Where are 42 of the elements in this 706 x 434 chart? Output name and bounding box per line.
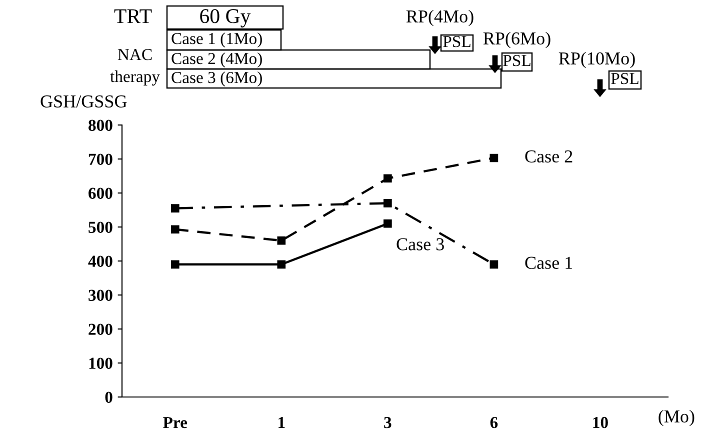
text: 60 Gy (200, 9, 251, 28)
y-tick-label: 700 (88, 154, 112, 165)
x-tick-label: 10 (593, 416, 608, 428)
y-tick-label: 0 (105, 392, 112, 403)
point (170, 260, 180, 269)
x-tick-label: Pre (163, 417, 188, 428)
point (384, 174, 392, 183)
text: RP(10Mo) (558, 52, 635, 68)
text: RP(6Mo) (483, 32, 550, 48)
series-label: Case 1 (525, 256, 572, 269)
text: RP(4Mo) (406, 10, 474, 26)
y-tick-label: 800 (88, 120, 112, 131)
series-label: Case 2 (525, 150, 572, 162)
text: PSL (503, 54, 530, 66)
point (170, 204, 180, 212)
x-tick-label: 3 (384, 416, 392, 428)
y-tick-label: 600 (88, 188, 112, 199)
y-tick-label: 400 (88, 256, 112, 267)
x-axis-title: (Mo) (658, 410, 694, 426)
y-tick-label: 500 (88, 222, 112, 233)
text: NAC (118, 48, 152, 60)
y-tick-label: 100 (89, 358, 112, 369)
point (277, 260, 286, 269)
point (277, 236, 286, 245)
point (384, 219, 392, 228)
text: therapy (110, 70, 160, 86)
point (490, 154, 498, 162)
y-axis-title: GSH/GSSG (40, 95, 127, 108)
text: TRT (114, 9, 152, 24)
x-tick-label: 1 (278, 417, 285, 428)
text: PSL (443, 36, 470, 48)
text: Case 1 (1Mo) (172, 32, 262, 48)
y-tick-label: 300 (88, 290, 112, 301)
text: Case 3 (6Mo) (172, 71, 262, 87)
point (490, 260, 498, 269)
text: Case 2 (4Mo) (172, 52, 262, 68)
series-label: Case 3 (396, 238, 444, 250)
y-tick-label: 200 (88, 324, 112, 335)
point (170, 225, 180, 234)
x-tick-label: 6 (490, 416, 498, 428)
text: PSL (611, 72, 638, 84)
point (384, 199, 392, 208)
